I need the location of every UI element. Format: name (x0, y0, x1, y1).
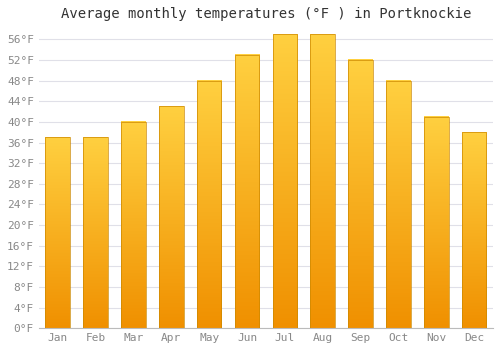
Bar (46, 137, 70, 328)
Bar (159, 106, 184, 328)
Bar (424, 117, 448, 328)
Bar (310, 34, 335, 328)
Title: Average monthly temperatures (°F ) in Portknockie: Average monthly temperatures (°F ) in Po… (60, 7, 471, 21)
Bar (386, 80, 410, 328)
Bar (234, 55, 260, 328)
Bar (348, 60, 373, 328)
Bar (121, 122, 146, 328)
Bar (197, 80, 222, 328)
Bar (272, 34, 297, 328)
Bar (84, 137, 108, 328)
Bar (462, 132, 486, 328)
